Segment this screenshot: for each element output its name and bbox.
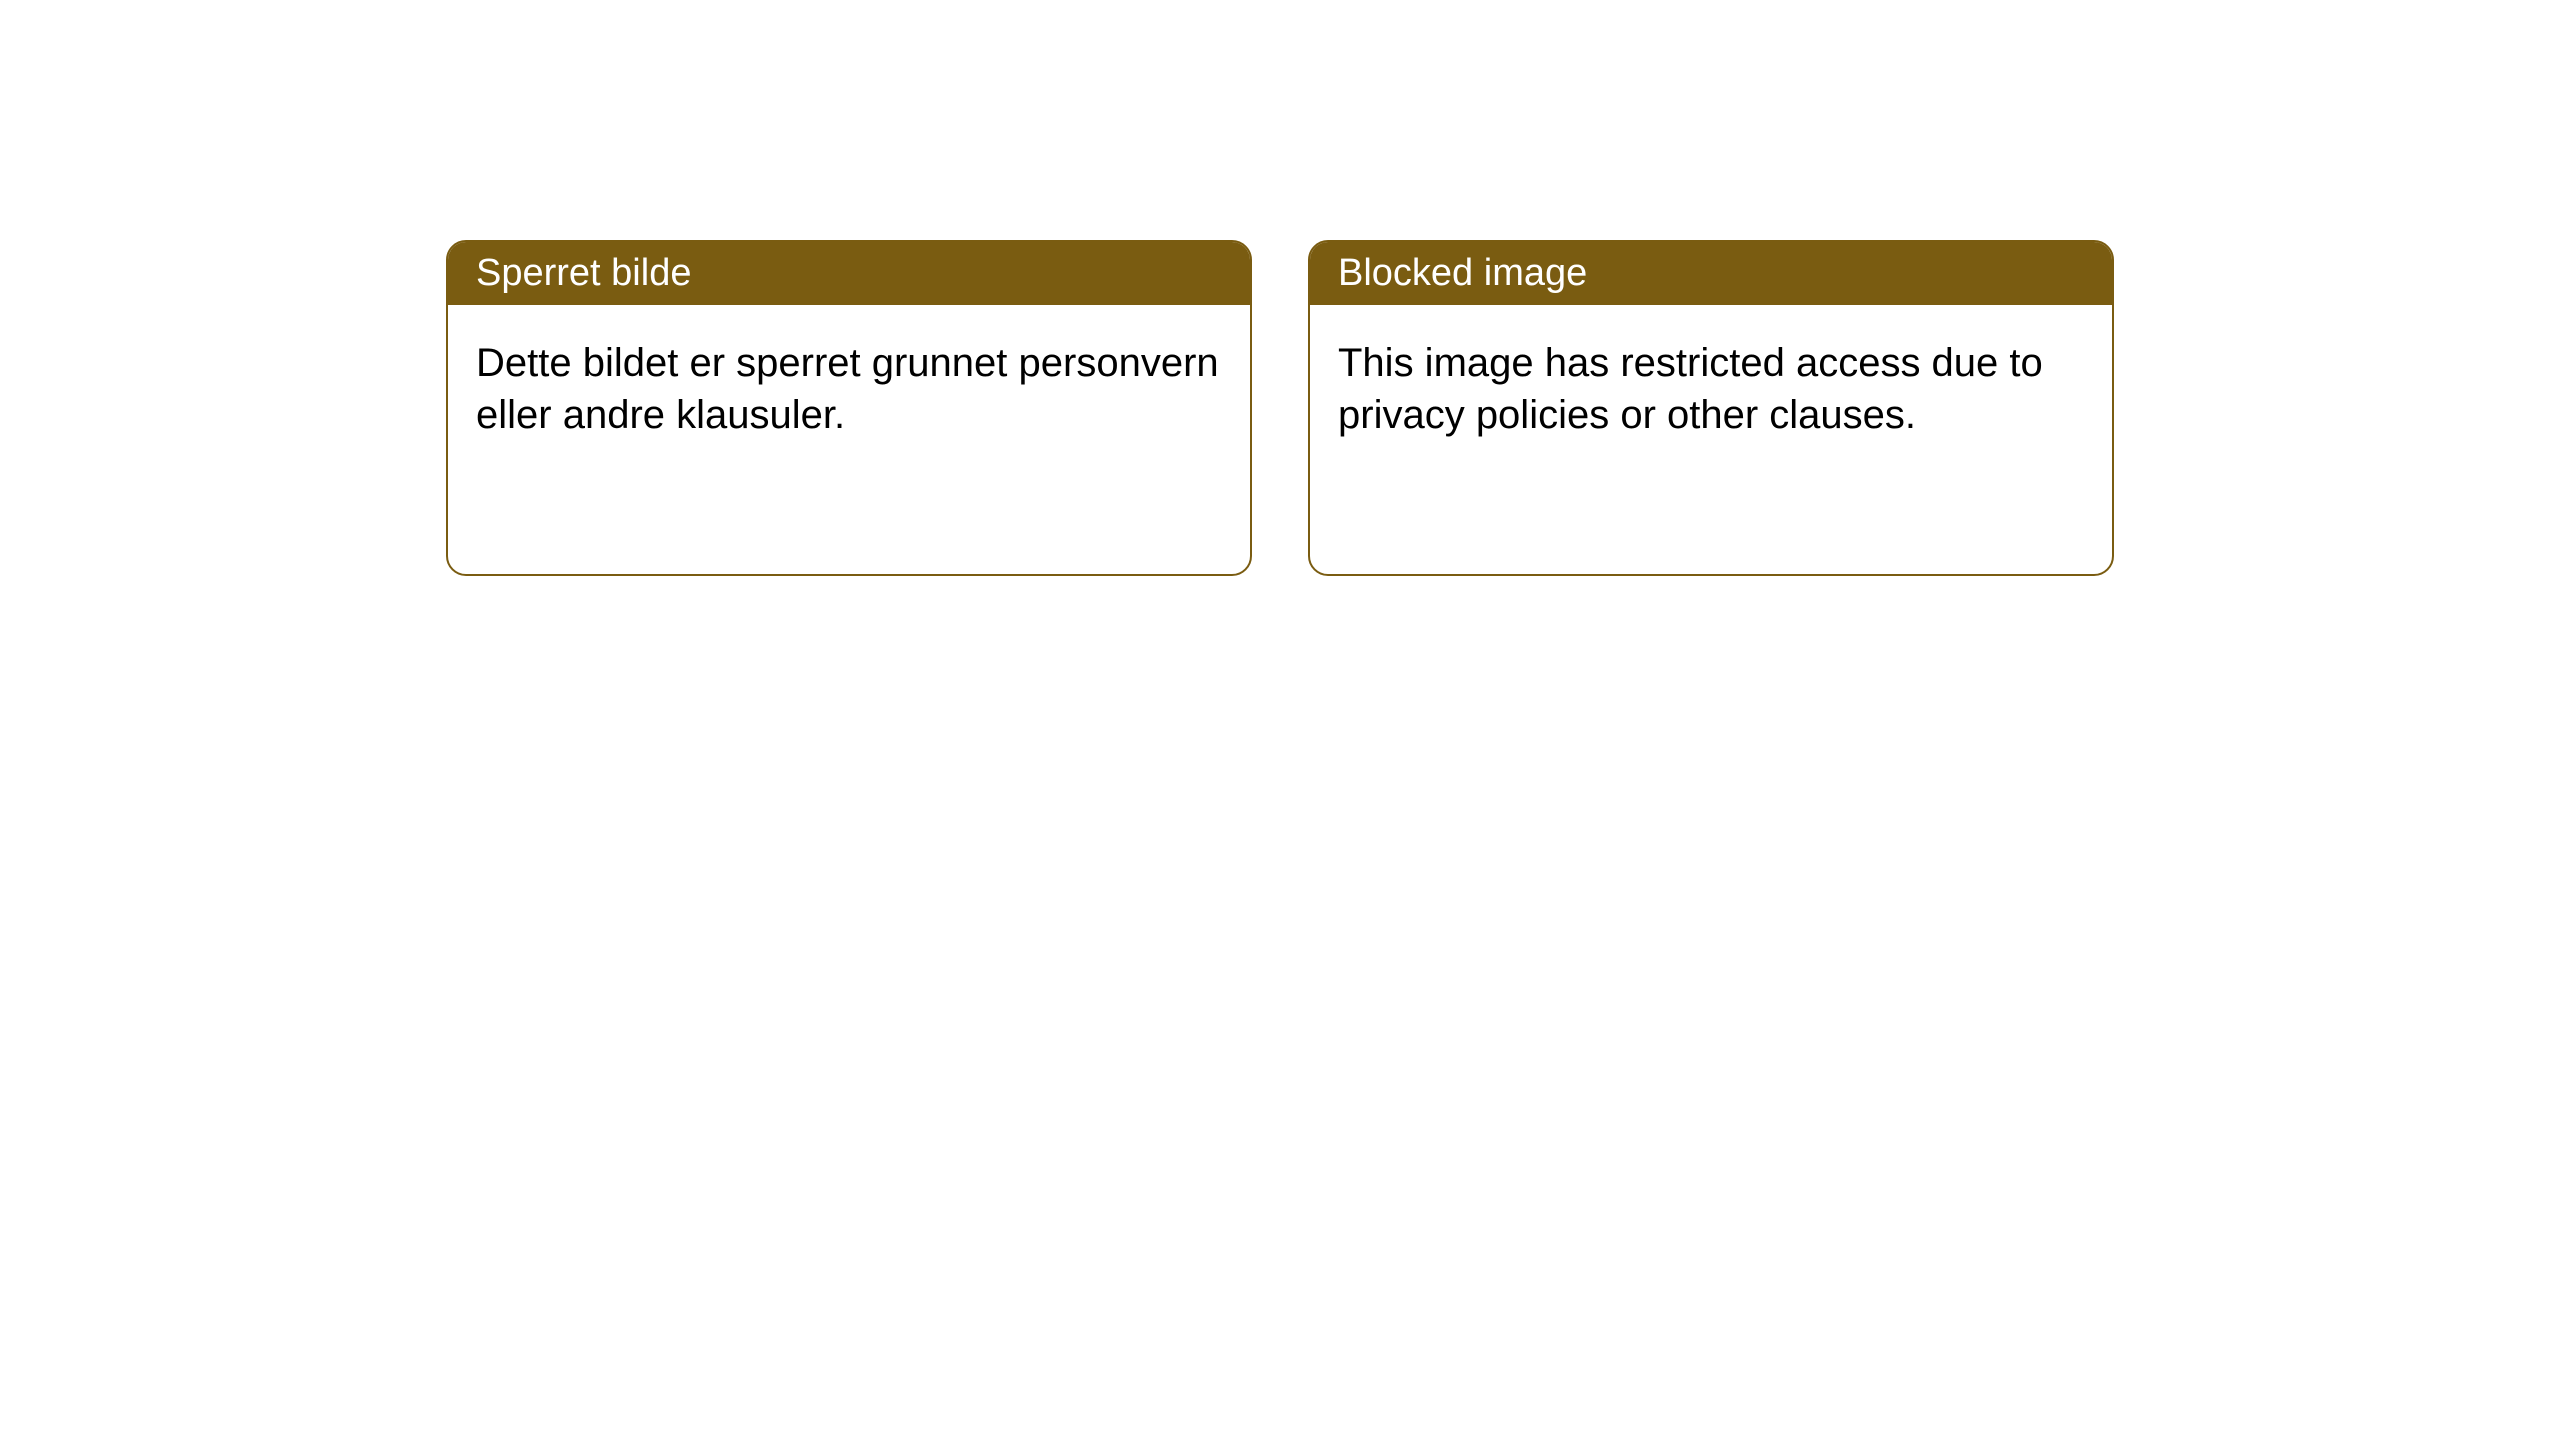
card-body-text: Dette bildet er sperret grunnet personve… xyxy=(476,341,1219,437)
notice-card-english: Blocked image This image has restricted … xyxy=(1308,240,2114,576)
card-body: This image has restricted access due to … xyxy=(1310,305,2112,473)
card-body: Dette bildet er sperret grunnet personve… xyxy=(448,305,1250,473)
card-header: Blocked image xyxy=(1310,242,2112,305)
card-header: Sperret bilde xyxy=(448,242,1250,305)
card-title: Blocked image xyxy=(1338,252,1587,294)
card-title: Sperret bilde xyxy=(476,252,691,294)
notice-card-norwegian: Sperret bilde Dette bildet er sperret gr… xyxy=(446,240,1252,576)
card-body-text: This image has restricted access due to … xyxy=(1338,341,2043,437)
card-container: Sperret bilde Dette bildet er sperret gr… xyxy=(0,0,2560,576)
